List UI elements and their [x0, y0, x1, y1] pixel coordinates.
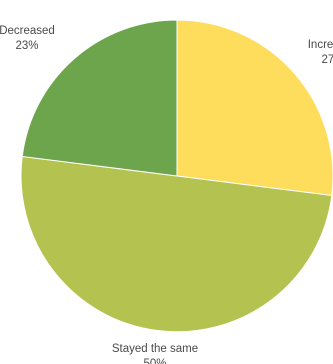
pie-slice-stayed-the-same	[20, 155, 333, 333]
slice-label-stayed-the-same: Stayed the same 50%	[112, 343, 198, 364]
slice-label-percent: 27%	[321, 54, 333, 66]
slice-label-percent: 50%	[143, 358, 166, 364]
slice-label-percent: 23%	[15, 40, 38, 52]
slice-label-name: Increased	[308, 39, 333, 51]
pie-slice-decreased	[21, 19, 178, 177]
pie-labels: Increased 27% Stayed the same 50% Decreased 2…	[0, 25, 333, 364]
slice-label-name: Stayed the same	[112, 343, 198, 355]
slice-label-decreased: Decreased 23%	[0, 25, 55, 52]
slice-label-increased: Increased 27%	[308, 39, 333, 66]
slice-label-name: Decreased	[0, 25, 55, 37]
pie-slices	[20, 19, 333, 333]
